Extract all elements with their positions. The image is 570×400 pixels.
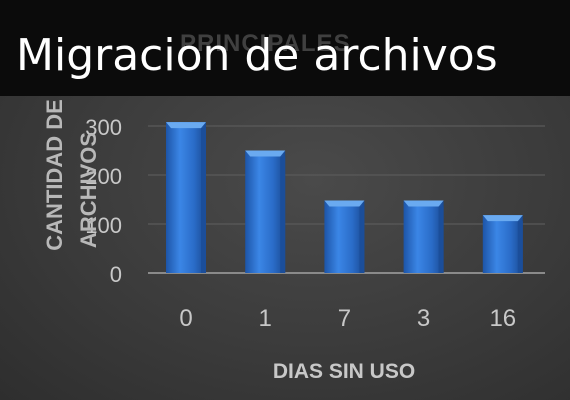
slide-title: Migracion de archivos: [16, 30, 498, 81]
y-tick-label: 300: [85, 115, 122, 140]
bar: [324, 200, 365, 273]
bar-side-shade: [438, 206, 444, 273]
x-axis-label: DIAS SIN USO: [273, 360, 415, 383]
bar-side-shade: [359, 206, 365, 273]
bar-body: [245, 150, 286, 273]
y-axis-label: CANTIDAD DE: [42, 99, 67, 251]
bar-side-shade: [201, 128, 206, 273]
bar: [482, 215, 523, 273]
y-axis-label-line-2: ARCHIVOS: [76, 132, 101, 248]
bar: [403, 200, 444, 273]
x-tick-label: 0: [179, 305, 192, 332]
bar: [166, 122, 206, 273]
bar-body: [403, 200, 444, 273]
y-tick-label: 200: [85, 164, 122, 189]
x-tick-label: 3: [417, 305, 430, 332]
bar-top-bevel: [245, 150, 286, 157]
bar-top-bevel: [482, 215, 523, 222]
bar-body: [482, 215, 523, 273]
bar-top-bevel: [403, 200, 444, 207]
x-tick-label: 1: [259, 305, 272, 332]
x-tick-label: 16: [489, 305, 516, 332]
chart-title: PRINCIPALES: [180, 30, 351, 57]
x-tick-label: 7: [338, 305, 351, 332]
bar-body: [324, 200, 365, 273]
title-band: [0, 0, 570, 96]
y-tick-label: 0: [110, 262, 122, 287]
bar-side-shade: [517, 221, 523, 273]
bar: [245, 150, 286, 273]
y-tick-label: 100: [85, 213, 122, 238]
bar-top-bevel: [166, 122, 206, 129]
bar-side-shade: [280, 156, 286, 273]
bar-body: [166, 122, 206, 273]
bar-top-bevel: [324, 200, 365, 207]
